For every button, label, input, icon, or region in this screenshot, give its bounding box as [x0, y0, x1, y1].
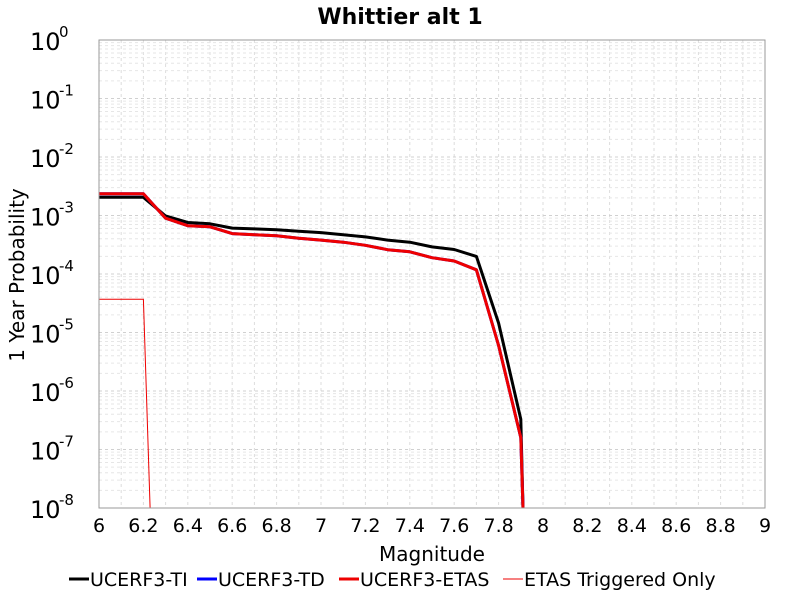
y-tick-label: 10 [30, 28, 61, 56]
plot-frame [98, 39, 766, 509]
y-tick-exponent: 0 [59, 23, 69, 41]
x-tick-label: 6.6 [217, 515, 247, 537]
y-tick-exponent: -4 [59, 257, 74, 275]
y-tick-label: 10 [30, 379, 61, 407]
x-axis-label: Magnitude [379, 542, 485, 566]
legend-label: UCERF3-TI [90, 569, 188, 591]
x-tick-label: 7.4 [395, 515, 425, 537]
x-tick-label: 8.2 [572, 515, 602, 537]
y-tick-exponent: -1 [59, 82, 74, 100]
y-tick-label: 10 [30, 145, 61, 173]
x-tick-label: 6.2 [128, 515, 158, 537]
x-tick-label: 7.2 [350, 515, 380, 537]
x-tick-label: 7 [315, 515, 327, 537]
y-tick-label: 10 [30, 204, 61, 232]
x-tick-label: 6.4 [173, 515, 203, 537]
x-tick-label: 9 [759, 515, 771, 537]
legend-label: UCERF3-TD [218, 569, 325, 591]
x-tick-label: 7.6 [439, 515, 469, 537]
legend-label: ETAS Triggered Only [524, 569, 716, 591]
x-axis-ticks: 6 6.2 6.4 6.6 6.8 7 7.2 7.4 7.6 7.8 8 8.2 8.4 8.6 8.8 9 [93, 515, 771, 537]
legend: UCERF3-TI UCERF3-TD UCERF3-ETAS ETAS Trigge… [69, 569, 716, 591]
x-tick-label: 7.8 [483, 515, 513, 537]
series-line-etas-triggered-only [99, 298, 151, 509]
y-tick-exponent: -7 [59, 433, 74, 451]
x-tick-label: 8 [537, 515, 549, 537]
y-tick-exponent: -2 [59, 140, 74, 158]
series-line-ucerf3-ti [99, 195, 525, 509]
y-tick-exponent: -5 [59, 316, 74, 334]
series-line-ucerf3-etas [99, 192, 525, 509]
y-tick-label: 10 [30, 438, 61, 466]
y-tick-exponent: -3 [59, 199, 74, 217]
y-tick-exponent: -6 [59, 374, 74, 392]
y-axis-label: 1 Year Probability [5, 188, 29, 362]
y-tick-exponent: -8 [59, 491, 74, 509]
x-tick-label: 8.4 [617, 515, 647, 537]
y-tick-label: 10 [30, 87, 61, 115]
x-tick-label: 6 [93, 515, 105, 537]
y-tick-label: 10 [30, 496, 61, 524]
series-layer [99, 192, 525, 509]
x-tick-label: 8.6 [661, 515, 691, 537]
x-tick-label: 8.8 [705, 515, 735, 537]
legend-label: UCERF3-ETAS [360, 569, 489, 591]
y-tick-label: 10 [30, 262, 61, 290]
y-tick-label: 10 [30, 321, 61, 349]
chart-title: Whittier alt 1 [317, 5, 482, 30]
x-tick-label: 6.8 [261, 515, 291, 537]
